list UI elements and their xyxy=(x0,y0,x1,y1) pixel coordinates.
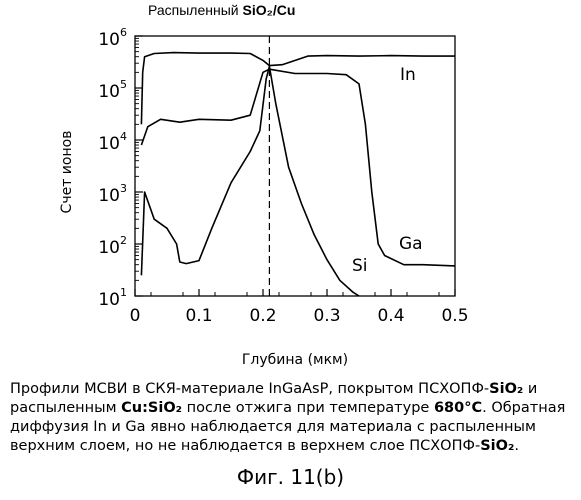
caption-line-3: диффузия In и Ga явно наблюдается для ма… xyxy=(10,418,575,437)
caption-bold: SiO₂ xyxy=(480,438,514,454)
curve-label-in: In xyxy=(400,65,416,85)
caption-text: верхним слоем, но не наблюдается в верхн… xyxy=(10,438,480,454)
caption-text: и xyxy=(523,381,537,397)
caption-text: распыленным xyxy=(10,400,121,416)
series-line-si xyxy=(141,66,359,296)
y-tick-label: 101 xyxy=(98,286,127,310)
caption-line-4: верхним слоем, но не наблюдается в верхн… xyxy=(10,437,575,456)
x-tick-label: 0.4 xyxy=(377,306,404,326)
caption-text: после отжига при температуре xyxy=(182,400,434,416)
chart-title-bold: SiO₂/Cu xyxy=(243,2,296,18)
sims-depth-profile-chart: Распыленный SiO₂/Cu 0 0.1 0.2 0.3 0.4 0.5 101… xyxy=(0,0,581,370)
y-axis-ticks: 101 102 103 104 105 106 xyxy=(98,26,143,310)
curve-label-si: Si xyxy=(352,256,368,276)
y-tick-label: 104 xyxy=(98,130,127,154)
figure-caption: Профили МСВИ в СКЯ-материале InGaAsP, по… xyxy=(10,380,575,456)
x-axis-label: Глубина (мкм) xyxy=(242,352,348,368)
caption-bold: Cu:SiO₂ xyxy=(121,400,182,416)
caption-text: Профили МСВИ в СКЯ-материале InGaAsP, по… xyxy=(10,381,489,397)
y-axis-label: Счет ионов xyxy=(59,131,75,214)
y-tick-label: 103 xyxy=(98,182,127,206)
chart-title-prefix: Распыленный xyxy=(148,2,243,18)
caption-line-2: распыленным Cu:SiO₂ после отжига при тем… xyxy=(10,399,575,418)
x-tick-label: 0.3 xyxy=(313,306,340,326)
caption-line-1: Профили МСВИ в СКЯ-материале InGaAsP, по… xyxy=(10,380,575,399)
y-tick-label: 105 xyxy=(98,78,127,102)
x-tick-label: 0.1 xyxy=(185,306,212,326)
caption-bold: SiO₂ xyxy=(489,381,523,397)
chart-title: Распыленный SiO₂/Cu xyxy=(148,2,295,18)
x-tick-label: 0 xyxy=(130,306,141,326)
x-axis-ticks: 0 0.1 0.2 0.3 0.4 0.5 xyxy=(130,289,469,326)
series-line-in xyxy=(141,53,455,125)
x-tick-label: 0.2 xyxy=(249,306,276,326)
caption-text: . Обратная xyxy=(482,400,565,416)
x-tick-label: 0.5 xyxy=(441,306,468,326)
y-tick-label: 106 xyxy=(98,26,127,50)
curve-label-ga: Ga xyxy=(399,234,423,254)
caption-bold: 680°C xyxy=(434,400,482,416)
figure-label: Фиг. 11(b) xyxy=(0,465,581,489)
y-tick-label: 102 xyxy=(98,234,127,258)
caption-text: . xyxy=(514,438,519,454)
